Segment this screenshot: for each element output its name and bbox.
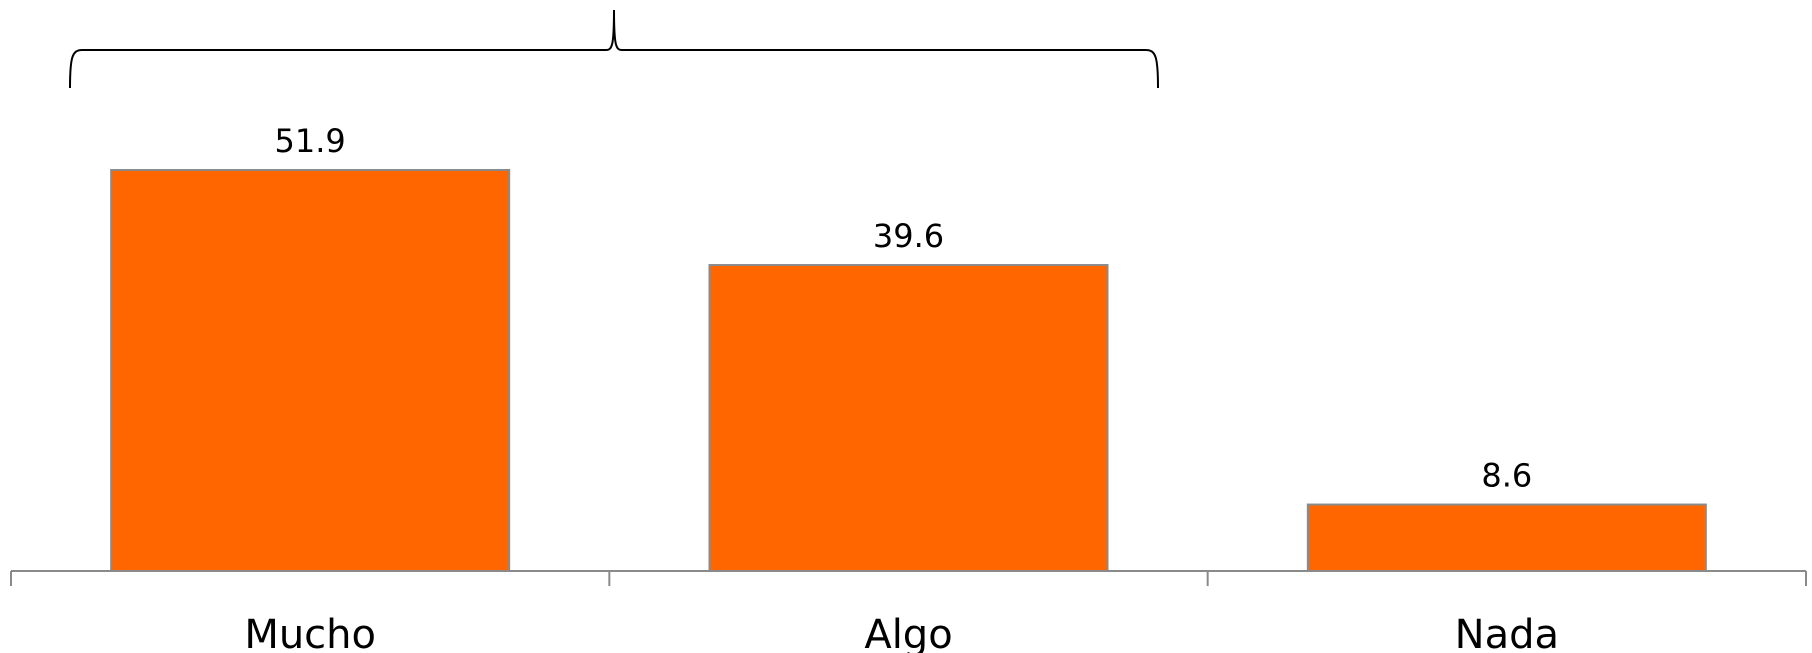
x-axis xyxy=(10,570,1807,586)
category-label-mucho: Mucho xyxy=(244,612,376,653)
data-label-algo: 39.6 xyxy=(873,217,944,255)
bars-layer xyxy=(110,169,1707,572)
bar-algo xyxy=(708,264,1109,572)
bar-mucho xyxy=(110,169,511,572)
value-labels-layer: 51.9 39.6 8.6 xyxy=(275,122,1533,495)
category-labels-layer: Mucho Algo Nada xyxy=(244,612,1559,653)
data-label-nada: 8.6 xyxy=(1481,457,1532,495)
category-label-algo: Algo xyxy=(864,612,952,653)
grouping-bracket xyxy=(69,9,1159,89)
bar-nada xyxy=(1306,503,1707,572)
category-label-nada: Nada xyxy=(1455,612,1559,653)
data-label-mucho: 51.9 xyxy=(275,122,346,160)
